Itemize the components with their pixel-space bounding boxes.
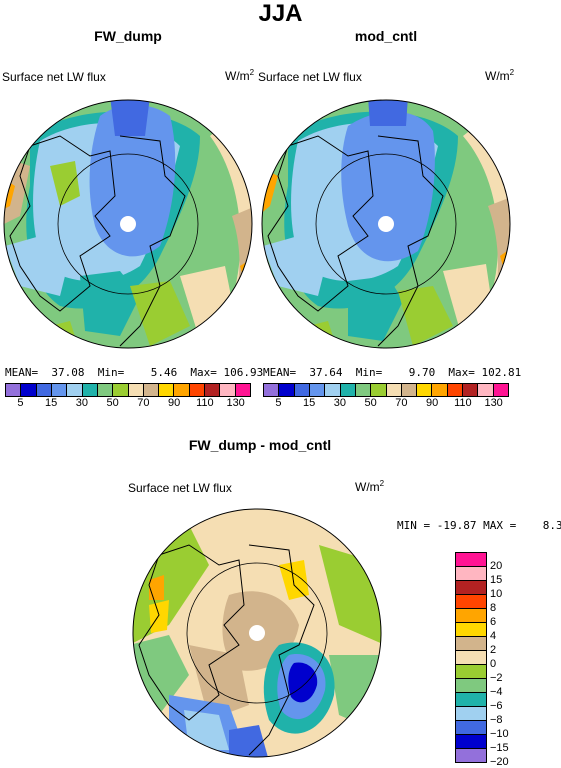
colorbar-swatch — [478, 384, 494, 396]
colorbar-swatch — [340, 384, 356, 396]
diff-minmax: MIN = -19.87 MAX = 8.30 — [397, 519, 561, 532]
colorbar-swatch — [456, 637, 486, 651]
colorbar-swatch — [456, 693, 486, 707]
colorbar-label: 70 — [395, 397, 408, 409]
colorbar-label: 70 — [137, 397, 150, 409]
panel2-colorbar: 5 15 30 50 70 90 110 130 — [263, 383, 509, 411]
colorbar-swatch — [235, 384, 250, 396]
colorbar-swatch — [456, 623, 486, 637]
colorbar-label: 130 — [484, 397, 503, 409]
colorbar-label: 2 — [490, 644, 497, 656]
colorbar-label: −2 — [490, 672, 503, 684]
colorbar-swatch — [205, 384, 221, 396]
figure-title: JJA — [258, 0, 303, 27]
colorbar-label: 20 — [490, 560, 503, 572]
colorbar-swatch — [174, 384, 190, 396]
colorbar-swatch — [294, 384, 310, 396]
colorbar-swatch — [67, 384, 83, 396]
map-mod-cntl — [261, 99, 511, 349]
colorbar-swatch — [456, 735, 486, 749]
map-difference — [132, 508, 382, 758]
colorbar-label: 15 — [490, 574, 503, 586]
colorbar-label: 5 — [275, 397, 282, 409]
colorbar-swatch — [456, 567, 486, 581]
colorbar-swatch — [6, 384, 22, 396]
colorbar-label: 90 — [426, 397, 439, 409]
colorbar-label: 0 — [490, 658, 497, 670]
colorbar-swatch — [456, 581, 486, 595]
colorbar-swatch — [456, 749, 486, 762]
colorbar-swatch — [159, 384, 175, 396]
panel2-stats: MEAN= 37.64 Min= 9.70 Max= 102.81 — [263, 366, 522, 379]
colorbar-label: −10 — [490, 728, 509, 740]
colorbar-label: −20 — [490, 756, 509, 768]
colorbar-swatch — [82, 384, 98, 396]
panel-title-mod-cntl: mod_cntl — [354, 28, 418, 44]
colorbar-swatch — [456, 721, 486, 735]
panel1-colorbar: 5 15 30 50 70 90 110 130 — [5, 383, 251, 411]
diff-colorbar-labels: 20 15 10 8 6 4 2 0 −2 −4 −6 −8 −10 −15 −20 — [490, 552, 550, 768]
colorbar-swatch — [456, 651, 486, 665]
diff-variable-label: Surface net LW flux — [128, 481, 232, 495]
colorbar-swatch — [355, 384, 372, 396]
colorbar-label: 30 — [333, 397, 346, 409]
colorbar-swatch — [97, 384, 114, 396]
colorbar-label: 15 — [45, 397, 58, 409]
colorbar-swatch — [51, 384, 68, 396]
colorbar-swatch — [371, 384, 387, 396]
colorbar-swatch — [128, 384, 144, 396]
colorbar-swatch — [432, 384, 448, 396]
panel1-units: W/m2 — [225, 68, 255, 83]
panel1-stats: MEAN= 37.08 Min= 5.46 Max= 106.93 — [5, 366, 264, 379]
panel1-variable-label: Surface net LW flux — [2, 70, 106, 84]
colorbar-label: 30 — [75, 397, 88, 409]
panel2-units: W/m2 — [485, 68, 515, 83]
colorbar-swatch — [456, 707, 486, 721]
colorbar-label: 4 — [490, 630, 497, 642]
colorbar-label: −6 — [490, 700, 503, 712]
colorbar-label: 6 — [490, 616, 497, 628]
colorbar-label: 10 — [490, 588, 503, 600]
colorbar-swatch — [447, 384, 464, 396]
colorbar-swatch — [456, 679, 486, 693]
colorbar-swatch — [189, 384, 206, 396]
colorbar-label: 130 — [226, 397, 245, 409]
colorbar-swatch — [21, 384, 37, 396]
colorbar-swatch — [309, 384, 326, 396]
colorbar-swatch — [463, 384, 479, 396]
colorbar-swatch — [279, 384, 295, 396]
colorbar-label: 8 — [490, 602, 497, 614]
colorbar-swatch — [456, 595, 486, 609]
colorbar-label: −15 — [490, 742, 509, 754]
colorbar-swatch — [36, 384, 52, 396]
panel2-variable-label: Surface net LW flux — [258, 70, 362, 84]
colorbar-swatch — [113, 384, 129, 396]
colorbar-label: 15 — [303, 397, 316, 409]
diff-panel-title: FW_dump - mod_cntl — [188, 437, 332, 453]
colorbar-swatch — [264, 384, 280, 396]
colorbar-swatch — [456, 609, 486, 623]
colorbar-swatch — [456, 665, 486, 679]
colorbar-label: 50 — [364, 397, 377, 409]
colorbar-label: 90 — [168, 397, 181, 409]
colorbar-label: −8 — [490, 714, 503, 726]
colorbar-label: 110 — [454, 397, 472, 409]
colorbar-label: −4 — [490, 686, 503, 698]
map-fw-dump — [3, 99, 253, 349]
diff-units: W/m2 — [355, 479, 385, 494]
colorbar-swatch — [220, 384, 236, 396]
colorbar-swatch — [493, 384, 508, 396]
colorbar-swatch — [456, 553, 486, 567]
diff-colorbar — [455, 552, 487, 763]
colorbar-swatch — [386, 384, 402, 396]
panel-title-fw-dump: FW_dump — [94, 28, 162, 44]
colorbar-label: 5 — [17, 397, 24, 409]
colorbar-swatch — [143, 384, 160, 396]
colorbar-swatch — [325, 384, 341, 396]
colorbar-label: 110 — [196, 397, 214, 409]
colorbar-swatch — [417, 384, 433, 396]
colorbar-label: 50 — [106, 397, 119, 409]
colorbar-swatch — [401, 384, 418, 396]
